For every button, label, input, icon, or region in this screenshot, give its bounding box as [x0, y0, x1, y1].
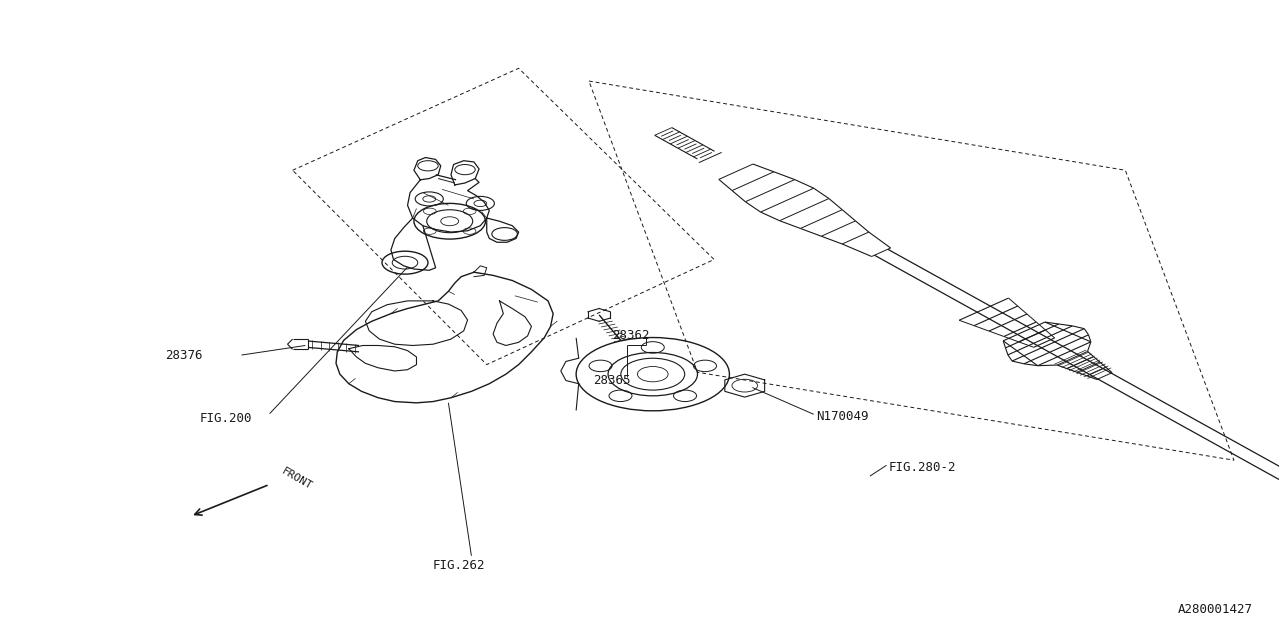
Text: 28376: 28376 [165, 349, 202, 362]
Text: 28365: 28365 [593, 374, 630, 387]
Text: 28362: 28362 [612, 330, 649, 342]
Text: N170049: N170049 [817, 410, 869, 423]
Text: FRONT: FRONT [280, 467, 314, 492]
Text: FIG.200: FIG.200 [200, 412, 252, 425]
Text: FIG.262: FIG.262 [433, 559, 485, 572]
Text: FIG.280-2: FIG.280-2 [890, 461, 956, 474]
Text: A280001427: A280001427 [1178, 604, 1253, 616]
